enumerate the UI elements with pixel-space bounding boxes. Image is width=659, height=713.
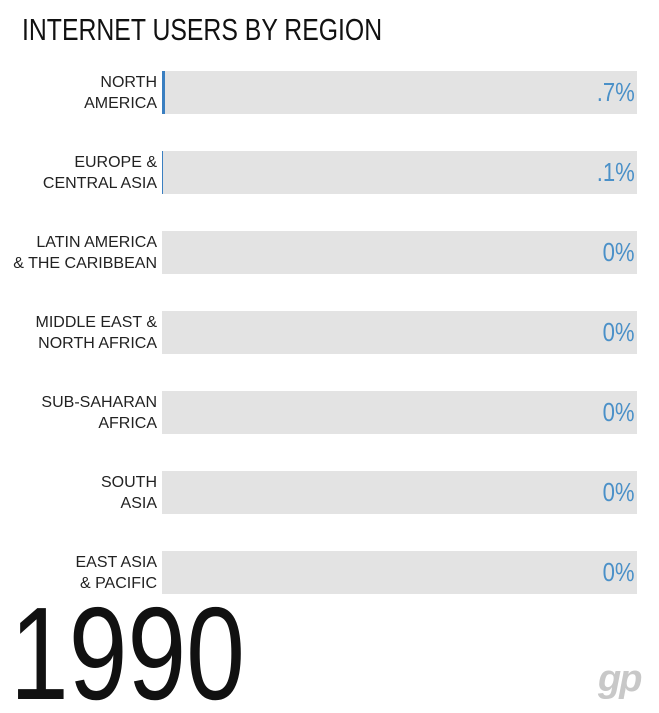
bar-track xyxy=(162,231,637,274)
category-label: SUB-SAHARAN AFRICA xyxy=(41,394,157,432)
value-label: 0% xyxy=(603,397,635,427)
value-label: 0% xyxy=(603,317,635,347)
value-label: .1% xyxy=(596,157,635,187)
value-label: 0% xyxy=(603,477,635,507)
logo: gp xyxy=(598,658,642,700)
chart-title: INTERNET USERS BY REGION xyxy=(22,12,383,47)
year-annotation: 1990 xyxy=(10,580,245,713)
value-label: .7% xyxy=(596,77,635,107)
bar-track xyxy=(162,551,637,594)
category-label: EUROPE & CENTRAL ASIA xyxy=(42,154,157,192)
bar xyxy=(162,71,166,114)
bar-track xyxy=(162,471,637,514)
bar-track xyxy=(162,71,637,114)
category-label: SOUTH ASIA xyxy=(101,474,157,512)
bar-track xyxy=(162,151,637,194)
bar-track xyxy=(162,391,637,434)
category-label: NORTH AMERICA xyxy=(84,74,157,112)
category-label: LATIN AMERICA & THE CARIBBEAN xyxy=(13,234,157,272)
category-label: EAST ASIA & PACIFIC xyxy=(75,554,157,592)
bar-track xyxy=(162,311,637,354)
category-label: MIDDLE EAST & NORTH AFRICA xyxy=(35,314,157,352)
value-label: 0% xyxy=(603,557,635,587)
value-label: 0% xyxy=(603,237,635,267)
